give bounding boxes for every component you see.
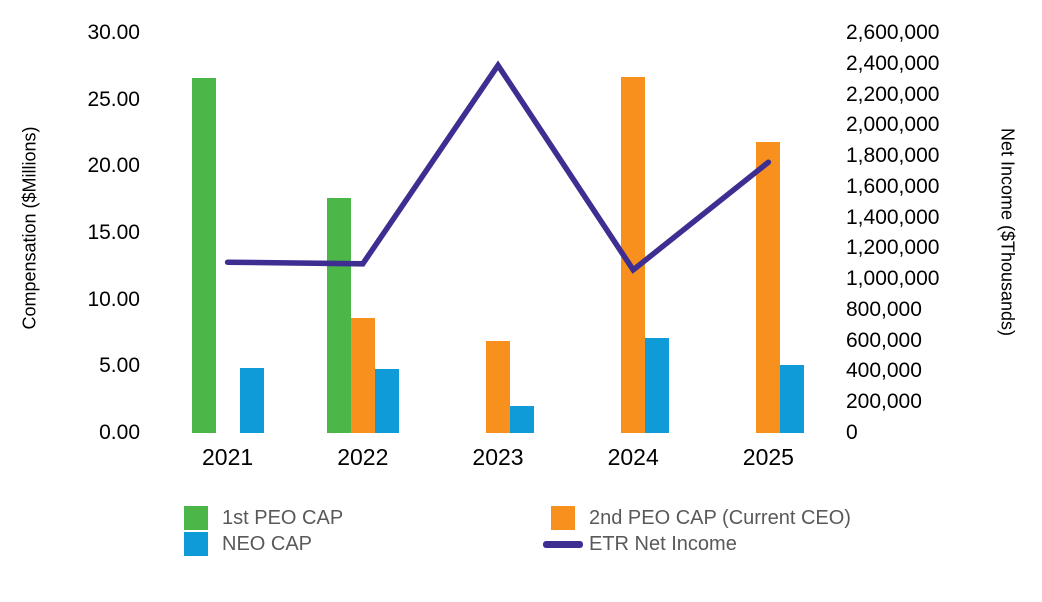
- right-axis-tick-label: 400,000: [846, 359, 922, 383]
- right-axis-tick-label: 2,600,000: [846, 21, 940, 44]
- legend-label: ETR Net Income: [589, 533, 737, 555]
- legend-color-swatch: [184, 532, 208, 556]
- left-axis-tick-label: 15.00: [87, 221, 140, 244]
- x-axis-label-2023: 2023: [472, 444, 524, 470]
- left-axis-title: Compensation ($Millions): [19, 126, 40, 330]
- left-axis-tick-label: 25.00: [87, 87, 140, 111]
- plot-area: [160, 33, 836, 433]
- bar-2nd-peo-cap-current-ceo--2025: [756, 142, 781, 433]
- left-axis-tick-label: 5.00: [99, 354, 140, 378]
- x-axis-label-2022: 2022: [337, 444, 389, 470]
- legend-color-swatch: [551, 506, 575, 530]
- bar-2nd-peo-cap-current-ceo--2023: [486, 341, 510, 433]
- bar-1st-peo-cap-2022: [326, 198, 351, 433]
- right-axis-title: Net Income ($Thousands): [997, 127, 1018, 337]
- right-axis-tick-label: 2,400,000: [846, 51, 940, 75]
- right-axis-tick-label: 2,200,000: [846, 82, 940, 106]
- net-income-line: [224, 60, 772, 274]
- legend-label: 1st PEO CAP: [222, 507, 344, 529]
- left-axis-tick-label: 20.00: [87, 154, 140, 178]
- right-axis-tick-label: 1,800,000: [846, 144, 940, 168]
- right-axis-tick-label: 600,000: [846, 328, 922, 352]
- right-axis-tick-label: 2,000,000: [846, 113, 940, 137]
- x-axis-label-2024: 2024: [607, 444, 659, 470]
- left-axis-tick-label: 30.00: [87, 21, 140, 44]
- legend-label: NEO CAP: [222, 533, 313, 555]
- right-axis-tick-label: 1,000,000: [846, 267, 940, 291]
- legend-line-swatch: [543, 541, 583, 548]
- left-axis-tick-label: 0.00: [99, 421, 140, 444]
- bar-neo-cap-2021: [239, 367, 264, 433]
- right-axis-tick-label: 800,000: [846, 297, 922, 321]
- left-axis-tick-label: 10.00: [87, 287, 140, 311]
- legend-color-swatch: [184, 506, 208, 530]
- right-axis-tick-label: 1,200,000: [846, 236, 940, 260]
- legend-label: 2nd PEO CAP (Current CEO): [589, 507, 851, 529]
- bar-neo-cap-2022: [374, 369, 399, 433]
- bar-1st-peo-cap-2021: [191, 78, 216, 433]
- right-axis-tick-label: 200,000: [846, 390, 922, 414]
- bar-neo-cap-2023: [510, 406, 534, 433]
- bar-2nd-peo-cap-current-ceo--2022: [350, 318, 375, 433]
- right-axis-tick-label: 1,400,000: [846, 205, 940, 229]
- x-axis-label-2025: 2025: [742, 444, 794, 470]
- x-axis-label-2021: 2021: [202, 444, 254, 470]
- right-axis-tick-label: 1,600,000: [846, 174, 940, 198]
- right-axis-tick-label: 0: [846, 421, 858, 444]
- bar-neo-cap-2025: [780, 365, 805, 433]
- bar-neo-cap-2024: [645, 338, 670, 433]
